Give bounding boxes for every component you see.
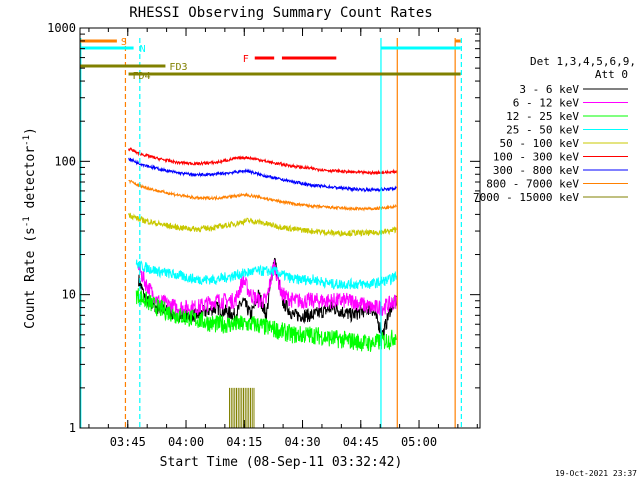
legend-label-0: 3 - 6 keV: [519, 83, 579, 96]
x-tick-label-1: 04:00: [168, 435, 204, 449]
timestamp: 19-Oct-2021 23:37: [555, 469, 637, 478]
y-tick-label-2: 100: [54, 154, 76, 168]
legend-label-1: 6 - 12 keV: [513, 97, 580, 110]
series-line-5: [128, 147, 397, 176]
legend-label-2: 12 - 25 keV: [506, 110, 579, 123]
state-label-N: N: [140, 44, 146, 55]
x-tick-label-4: 04:45: [343, 435, 379, 449]
legend-header-1: Det 1,3,4,5,6,9,: [530, 55, 636, 68]
series-line-3: [135, 259, 397, 290]
y-tick-label-1: 10: [62, 288, 76, 302]
state-label-FD3: FD3: [169, 62, 187, 73]
legend-label-7: 800 - 7000 keV: [486, 178, 579, 191]
series-layer: [128, 147, 397, 428]
legend-label-3: 25 - 50 keV: [506, 124, 579, 137]
legend-header-2: Att 0: [595, 68, 628, 81]
axis-ticks: 03:45 04:00 04:15 04:30 04:45 05:00 1 10 100 1000: [47, 21, 480, 449]
legend-label-5: 100 - 300 keV: [493, 151, 579, 164]
legend-label-8: 7000 - 15000 keV: [473, 191, 579, 204]
y-tick-label-3: 1000: [47, 21, 76, 35]
x-tick-label-5: 05:00: [401, 435, 437, 449]
series-line-6: [128, 157, 397, 193]
x-tick-label-0: 03:45: [110, 435, 146, 449]
x-axis-label: Start Time (08-Sep-11 03:32:42): [160, 455, 403, 470]
state-label-S: S: [121, 37, 127, 48]
chart-title: RHESSI Observing Summary Count Rates: [129, 5, 432, 21]
plot-frame: [79, 27, 481, 429]
x-tick-label-3: 04:30: [284, 435, 320, 449]
legend-label-4: 50 - 100 keV: [500, 137, 580, 150]
vertical-lines: [80, 38, 462, 428]
x-tick-label-2: 04:15: [226, 435, 262, 449]
state-bars: S N FD3 FD4 F: [80, 37, 461, 82]
state-label-F: F: [243, 54, 249, 65]
y-label-main: Count Rate (s: [23, 227, 38, 329]
legend-label-6: 300 - 800 keV: [493, 164, 579, 177]
y-label-mid: detector: [23, 146, 38, 217]
state-label-FD4: FD4: [133, 71, 151, 82]
y-label-sup2: -1: [22, 135, 32, 146]
y-label-sup1: -1: [22, 216, 32, 227]
y-tick-label-0: 1: [69, 421, 76, 435]
series-line-2: [135, 288, 397, 352]
series-line-1: [138, 258, 397, 317]
y-axis-label: Count Rate (s-1 detector-1): [22, 127, 38, 329]
y-label-end: ): [23, 127, 38, 135]
series-line-4: [128, 212, 397, 238]
series-line-7: [128, 179, 397, 212]
